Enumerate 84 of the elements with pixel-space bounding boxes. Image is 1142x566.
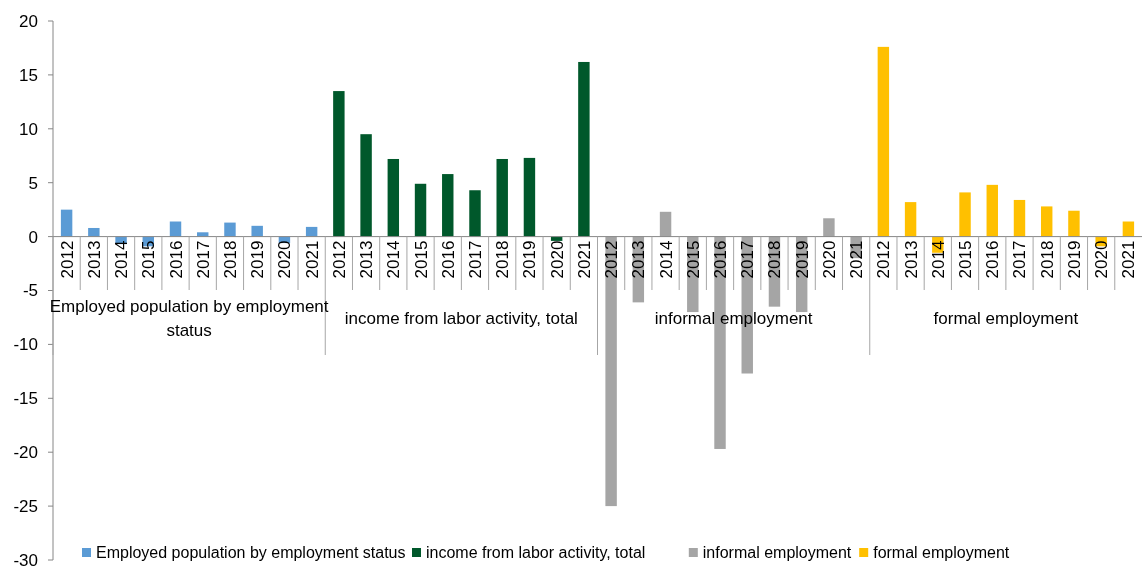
x-tick-label: 2017 — [738, 240, 758, 279]
annotation: income from labor activity, total — [344, 309, 578, 328]
x-tick-label: 2016 — [983, 240, 1003, 279]
x-tick-label: 2013 — [84, 240, 104, 279]
x-tick-label: 2018 — [493, 240, 513, 279]
x-tick-label: 2015 — [411, 240, 431, 279]
y-tick-label: 0 — [28, 227, 38, 247]
bar — [387, 158, 400, 237]
x-tick-label: 2013 — [901, 240, 921, 279]
bar — [469, 190, 481, 237]
x-tick-label: 2016 — [711, 240, 731, 279]
annotation: informal employment — [654, 309, 813, 328]
y-tick-label: -25 — [13, 497, 38, 517]
bar — [605, 236, 617, 507]
x-tick-label: 2017 — [1010, 240, 1030, 279]
bar — [60, 209, 73, 237]
bar — [904, 202, 917, 237]
x-tick-label: 2016 — [438, 240, 458, 279]
x-tick-label: 2012 — [602, 240, 622, 279]
y-tick-label: -30 — [13, 550, 38, 566]
x-tick-label: 2015 — [956, 240, 976, 279]
x-tick-label: 2014 — [656, 240, 676, 279]
bar — [360, 134, 372, 237]
bar — [496, 158, 508, 237]
x-tick-label: 2018 — [1037, 240, 1057, 279]
x-tick-label: 2013 — [357, 240, 377, 279]
x-tick-label: 2020 — [275, 240, 295, 279]
x-tick-label: 2012 — [57, 240, 77, 279]
bar — [197, 232, 209, 237]
bar — [959, 192, 971, 237]
y-tick-label: -20 — [13, 443, 38, 463]
x-tick-label: 2014 — [384, 240, 404, 279]
y-tick-label: 20 — [19, 11, 38, 31]
bar — [823, 218, 835, 237]
y-tick-label: 5 — [28, 173, 38, 193]
x-tick-label: 2021 — [847, 240, 867, 279]
x-tick-label: 2019 — [1064, 240, 1084, 279]
y-tick-label: 10 — [19, 119, 38, 139]
bar — [414, 183, 427, 237]
x-tick-label: 2021 — [574, 240, 594, 279]
x-tick-label: 2019 — [248, 240, 268, 279]
bar — [523, 157, 536, 237]
x-tick-label: 2012 — [329, 240, 349, 279]
bar — [986, 184, 998, 237]
bar — [224, 222, 236, 237]
bar — [578, 61, 590, 237]
x-tick-label: 2020 — [1092, 240, 1112, 279]
legend-label: formal employment — [873, 544, 1010, 561]
x-tick-label: 2020 — [547, 240, 567, 279]
x-tick-label: 2020 — [819, 240, 839, 279]
x-tick-label: 2019 — [792, 240, 812, 279]
y-tick-label: -10 — [13, 335, 38, 355]
x-tick-label: 2014 — [928, 240, 948, 279]
x-tick-label: 2014 — [112, 240, 132, 279]
bar — [1068, 210, 1080, 237]
x-tick-label: 2021 — [1119, 240, 1139, 279]
x-tick-label: 2018 — [220, 240, 240, 279]
x-tick-label: 2013 — [629, 240, 649, 279]
x-tick-label: 2018 — [765, 240, 785, 279]
bar — [333, 91, 345, 237]
y-tick-label: -5 — [22, 281, 38, 301]
legend-label: Employed population by employment status — [96, 544, 406, 561]
bar — [877, 46, 890, 237]
annotation: formal employment — [933, 309, 1079, 328]
x-tick-label: 2017 — [193, 240, 213, 279]
bar — [659, 211, 672, 237]
x-tick-label: 2015 — [139, 240, 159, 279]
bar — [550, 236, 563, 241]
annotation: Employed population by employment status — [49, 297, 329, 340]
legend-label: income from labor activity, total — [426, 544, 646, 561]
y-tick-label: 15 — [19, 65, 38, 85]
bar — [88, 227, 100, 237]
x-tick-label: 2012 — [874, 240, 894, 279]
bar — [1041, 206, 1053, 237]
x-tick-label: 2021 — [302, 240, 322, 279]
bar — [251, 225, 263, 237]
x-tick-label: 2019 — [520, 240, 540, 279]
y-tick-label: -15 — [13, 389, 38, 409]
x-tick-label: 2016 — [166, 240, 186, 279]
bar — [1013, 199, 1026, 237]
x-tick-label: 2017 — [465, 240, 485, 279]
legend-label: informal employment — [702, 544, 852, 561]
x-tick-label: 2015 — [683, 240, 703, 279]
bar — [442, 174, 454, 237]
